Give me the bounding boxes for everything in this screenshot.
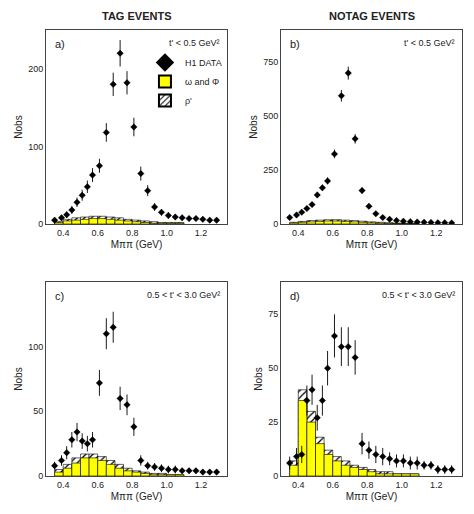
svg-text:1.0: 1.0 [160,480,173,490]
svg-text:Nobs: Nobs [248,115,259,138]
svg-text:H1 DATA: H1 DATA [185,58,222,68]
svg-text:25: 25 [268,417,278,427]
svg-text:0.6: 0.6 [91,228,104,238]
svg-text:NOTAG EVENTS: NOTAG EVENTS [329,10,415,22]
svg-text:0: 0 [273,471,278,481]
svg-text:a): a) [55,38,65,50]
svg-text:250: 250 [263,165,278,175]
svg-text:ρ': ρ' [185,96,192,106]
svg-text:TAG EVENTS: TAG EVENTS [102,10,171,22]
svg-text:500: 500 [263,111,278,121]
svg-text:0.4: 0.4 [57,228,70,238]
svg-text:ω and Φ: ω and Φ [185,77,219,87]
svg-text:t' < 0.5 GeV²: t' < 0.5 GeV² [169,38,220,48]
svg-text:200: 200 [28,64,43,74]
svg-text:0.8: 0.8 [126,480,139,490]
svg-text:0.6: 0.6 [326,228,339,238]
svg-text:Nobs: Nobs [13,367,24,390]
svg-text:0.6: 0.6 [91,480,104,490]
svg-text:Mππ (GeV): Mππ (GeV) [346,239,398,250]
svg-text:0.4: 0.4 [292,480,305,490]
svg-text:0.5 < t' < 3.0 GeV²: 0.5 < t' < 3.0 GeV² [147,290,220,300]
svg-text:100: 100 [28,142,43,152]
svg-text:0: 0 [273,219,278,229]
svg-text:b): b) [290,38,300,50]
svg-text:750: 750 [263,57,278,67]
svg-text:0.8: 0.8 [361,480,374,490]
svg-text:Nobs: Nobs [253,367,264,390]
svg-text:0.6: 0.6 [326,480,339,490]
svg-text:100: 100 [28,342,43,352]
svg-text:c): c) [55,290,64,302]
svg-text:1.2: 1.2 [430,480,443,490]
svg-text:1.0: 1.0 [395,480,408,490]
svg-text:0.4: 0.4 [292,228,305,238]
svg-text:Nobs: Nobs [13,115,24,138]
svg-text:Mππ (GeV): Mππ (GeV) [111,239,163,250]
svg-text:1.2: 1.2 [195,228,208,238]
svg-text:1.2: 1.2 [430,228,443,238]
svg-text:t' < 0.5 GeV²: t' < 0.5 GeV² [404,38,455,48]
svg-text:0.4: 0.4 [57,480,70,490]
svg-text:Mππ (GeV): Mππ (GeV) [111,491,163,502]
svg-text:0: 0 [38,471,43,481]
svg-text:0.8: 0.8 [361,228,374,238]
svg-text:0: 0 [38,219,43,229]
svg-text:75: 75 [268,309,278,319]
svg-text:50: 50 [268,363,278,373]
svg-text:1.2: 1.2 [195,480,208,490]
svg-text:d): d) [290,290,300,302]
svg-text:0.8: 0.8 [126,228,139,238]
svg-text:Mππ (GeV): Mππ (GeV) [346,491,398,502]
svg-text:0.5 < t' < 3.0 GeV²: 0.5 < t' < 3.0 GeV² [382,290,455,300]
svg-text:1.0: 1.0 [160,228,173,238]
svg-text:50: 50 [33,406,43,416]
svg-text:1.0: 1.0 [395,228,408,238]
